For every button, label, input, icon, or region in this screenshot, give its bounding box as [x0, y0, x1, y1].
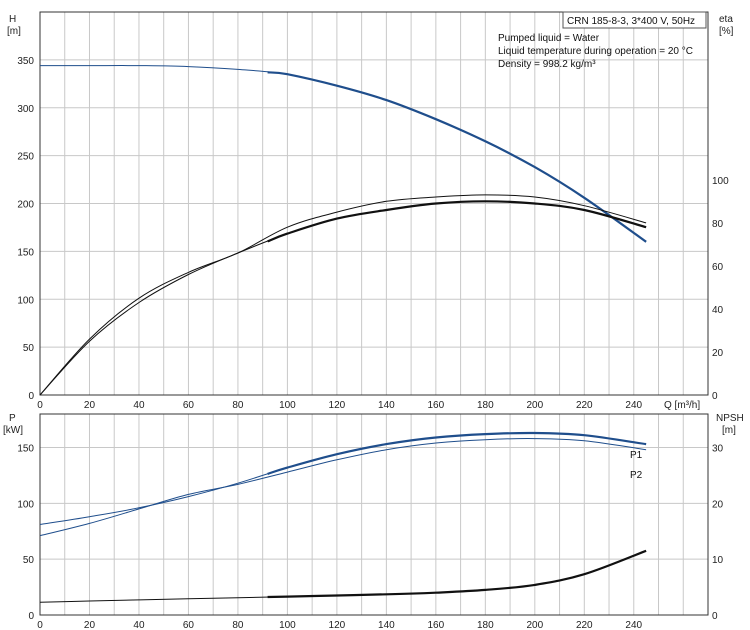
x-tick-label: 160: [428, 400, 445, 411]
plot-frame: [39, 413, 709, 616]
right-y-tick-label: 20: [712, 348, 724, 359]
series-label-p1: P1: [630, 450, 643, 461]
series-line-operating-range: [267, 71, 647, 243]
series-line: [39, 200, 647, 396]
bottom-right-axis-label-1: NPSH: [716, 413, 744, 424]
right-y-tick-label: 40: [712, 305, 724, 316]
left-y-tick-label: 150: [17, 247, 34, 258]
right-y-tick-label: 100: [712, 176, 729, 187]
x-tick-label: 180: [477, 620, 494, 630]
series-line-operating-range: [267, 431, 647, 475]
x-tick-label: 200: [526, 400, 543, 411]
x-tick-label: 60: [183, 400, 195, 411]
x-tick-label: 200: [526, 620, 543, 630]
top-left-axis-label-2: [m]: [7, 26, 21, 37]
x-tick-label: 140: [378, 400, 395, 411]
right-y-tick-label: 20: [712, 499, 724, 510]
x-tick-label: 120: [329, 620, 346, 630]
model-label-box: [562, 11, 707, 29]
series-line: [39, 194, 647, 396]
left-y-tick-label: 300: [17, 104, 34, 115]
curve-layer: [39, 65, 647, 603]
x-tick-label: 220: [576, 620, 593, 630]
series-line: [39, 438, 647, 537]
bottom-left-axis-label-1: P: [9, 413, 16, 424]
bottom-left-axis-label-2: [kW]: [3, 425, 23, 436]
x-tick-label: 40: [133, 400, 145, 411]
right-y-tick-label: 30: [712, 444, 724, 455]
left-y-tick-label: 250: [17, 152, 34, 163]
series-line-operating-range: [267, 549, 647, 599]
left-y-tick-label: 100: [17, 295, 34, 306]
top-right-axis-label-2: [%]: [719, 26, 734, 37]
bottom-right-axis-label-2: [m]: [722, 425, 736, 436]
x-tick-label: 100: [279, 620, 296, 630]
x-tick-label: 240: [625, 400, 642, 411]
x-tick-label: 100: [279, 400, 296, 411]
left-y-tick-label: 0: [28, 611, 34, 622]
x-tick-label: 140: [378, 620, 395, 630]
x-axis-label: Q [m³/h]: [664, 400, 700, 411]
right-y-tick-label: 0: [712, 611, 718, 622]
x-tick-label: 80: [232, 620, 244, 630]
tick-layer: 0 20 40 60 80 100 120 140 160 180 200 220 2400501001…: [17, 56, 729, 630]
x-tick-label: 160: [428, 620, 445, 630]
x-tick-label: 20: [84, 400, 96, 411]
series-label-p2: P2: [630, 470, 643, 481]
top-right-axis-label-1: eta: [719, 14, 733, 25]
series-line-operating-range: [267, 200, 647, 243]
info-line-pumped-liquid: Pumped liquid = Water: [498, 33, 600, 44]
x-tick-label: 40: [133, 620, 145, 630]
plot-frame: [39, 11, 709, 396]
top-left-axis-label-1: H: [9, 14, 16, 25]
x-tick-label: 120: [329, 400, 346, 411]
right-y-tick-label: 80: [712, 219, 724, 230]
x-tick-label: 220: [576, 400, 593, 411]
right-y-tick-label: 0: [712, 391, 718, 402]
info-line-temperature: Liquid temperature during operation = 20…: [498, 46, 693, 57]
x-tick-label: 80: [232, 400, 244, 411]
x-tick-label: 60: [183, 620, 195, 630]
series-line: [40, 65, 647, 243]
left-y-tick-label: 0: [28, 391, 34, 402]
left-y-tick-label: 150: [17, 444, 34, 455]
right-y-tick-label: 60: [712, 262, 724, 273]
x-tick-label: 0: [37, 400, 43, 411]
info-line-density: Density = 998.2 kg/m³: [498, 59, 596, 70]
left-y-tick-label: 50: [23, 555, 35, 566]
x-tick-label: 0: [37, 620, 43, 630]
x-tick-label: 240: [625, 620, 642, 630]
grid-layer: [39, 11, 709, 616]
left-y-tick-label: 200: [17, 200, 34, 211]
x-tick-label: 20: [84, 620, 96, 630]
x-tick-label: 180: [477, 400, 494, 411]
series-line: [39, 432, 647, 525]
right-y-tick-label: 10: [712, 555, 724, 566]
left-y-tick-label: 50: [23, 343, 35, 354]
left-y-tick-label: 100: [17, 499, 34, 510]
model-label: CRN 185-8-3, 3*400 V, 50Hz: [567, 16, 695, 27]
left-y-tick-label: 350: [17, 56, 34, 67]
